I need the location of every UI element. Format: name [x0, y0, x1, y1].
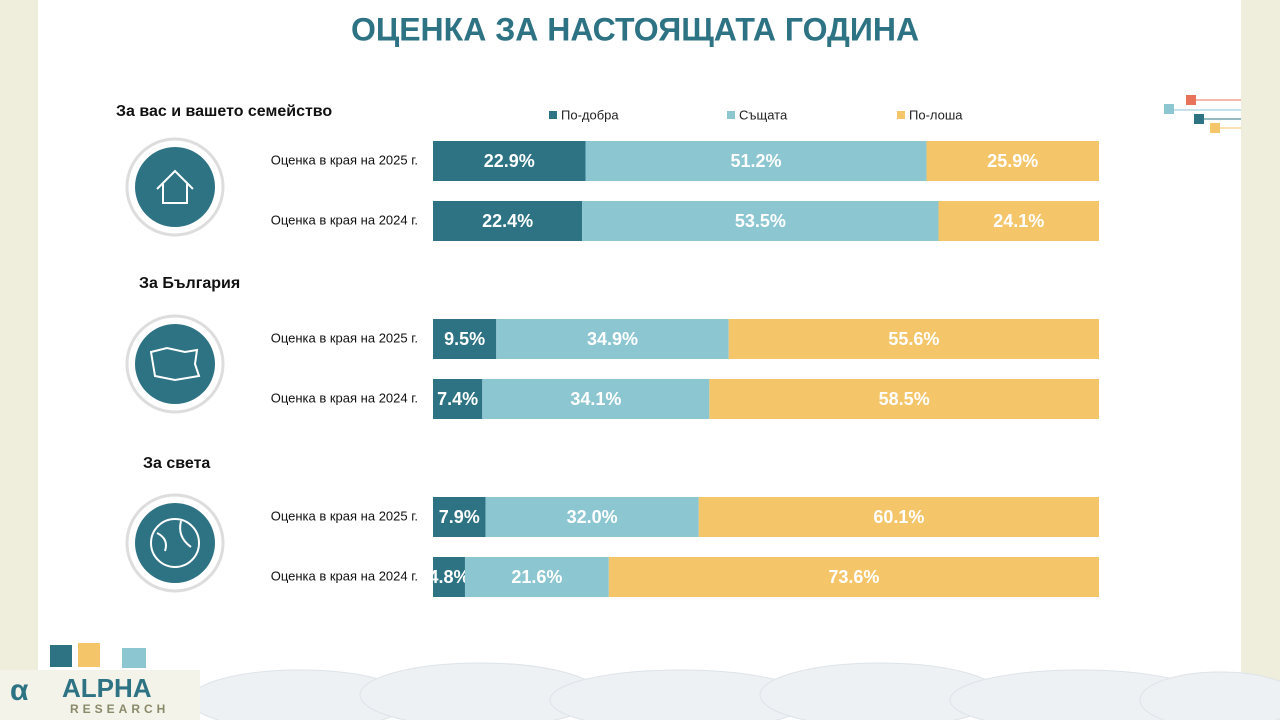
side-strip — [0, 0, 38, 720]
bar-segment — [433, 379, 483, 419]
bar-segment — [496, 319, 729, 359]
bar-segment — [482, 379, 710, 419]
bar-segment — [433, 319, 497, 359]
row-label: Оценка в края на 2024 г. — [271, 212, 418, 227]
bar-segment — [582, 201, 939, 241]
logo-name: ALPHA — [62, 673, 152, 703]
value-label: 22.9% — [484, 151, 535, 171]
value-label: 60.1% — [873, 507, 924, 527]
value-label: 34.9% — [587, 329, 638, 349]
value-label: 53.5% — [735, 211, 786, 231]
bar-segment — [433, 141, 586, 181]
bar-segment — [464, 557, 609, 597]
value-label: 32.0% — [567, 507, 618, 527]
value-label: 21.6% — [511, 567, 562, 587]
bar-segment — [433, 201, 583, 241]
bar-segment — [709, 379, 1099, 419]
slide-title: ОЦЕНКА ЗА НАСТОЯЩАТА ГОДИНА — [351, 11, 919, 47]
bar-segment — [608, 557, 1099, 597]
value-label: 24.1% — [993, 211, 1044, 231]
value-label: 51.2% — [730, 151, 781, 171]
value-label: 4.8% — [428, 567, 469, 587]
decoration — [1164, 95, 1241, 133]
side-strip — [1241, 0, 1280, 720]
row-label: Оценка в края на 2025 г. — [271, 508, 418, 523]
bar-segment — [728, 319, 1099, 359]
bar-segment — [433, 557, 465, 597]
row-label: Оценка в края на 2024 г. — [271, 568, 418, 583]
value-label: 22.4% — [482, 211, 533, 231]
icons — [125, 137, 225, 593]
bar-segment — [585, 141, 927, 181]
group-title: За света — [143, 455, 210, 472]
value-label: 7.4% — [437, 389, 478, 409]
value-label: 55.6% — [888, 329, 939, 349]
bar-segment — [938, 201, 1099, 241]
logo-box — [0, 670, 200, 720]
bar-segment — [485, 497, 699, 537]
bar-segment — [698, 497, 1099, 537]
value-label: 25.9% — [987, 151, 1038, 171]
row-label: Оценка в края на 2025 г. — [271, 330, 418, 345]
logo-sub: RESEARCH — [70, 702, 169, 716]
legend-label: По-лоша — [909, 107, 963, 122]
logo-mark: α — [10, 674, 29, 707]
legend-label: По-добра — [561, 107, 619, 122]
group-title: За България — [139, 275, 240, 292]
snow — [189, 662, 1280, 720]
value-label: 73.6% — [828, 567, 879, 587]
legend-swatch — [897, 111, 905, 119]
row-label: Оценка в края на 2025 г. — [271, 152, 418, 167]
legend-swatch — [549, 111, 557, 119]
legend-swatch — [727, 111, 735, 119]
value-label: 34.1% — [570, 389, 621, 409]
bar-segment — [433, 497, 486, 537]
value-label: 9.5% — [444, 329, 485, 349]
group-title: За вас и вашето семейство — [116, 103, 332, 120]
value-label: 7.9% — [439, 507, 480, 527]
gifts — [50, 643, 146, 668]
value-label: 58.5% — [879, 389, 930, 409]
legend-label: Същата — [739, 107, 788, 122]
bar-segment — [926, 141, 1099, 181]
row-label: Оценка в края на 2024 г. — [271, 390, 418, 405]
